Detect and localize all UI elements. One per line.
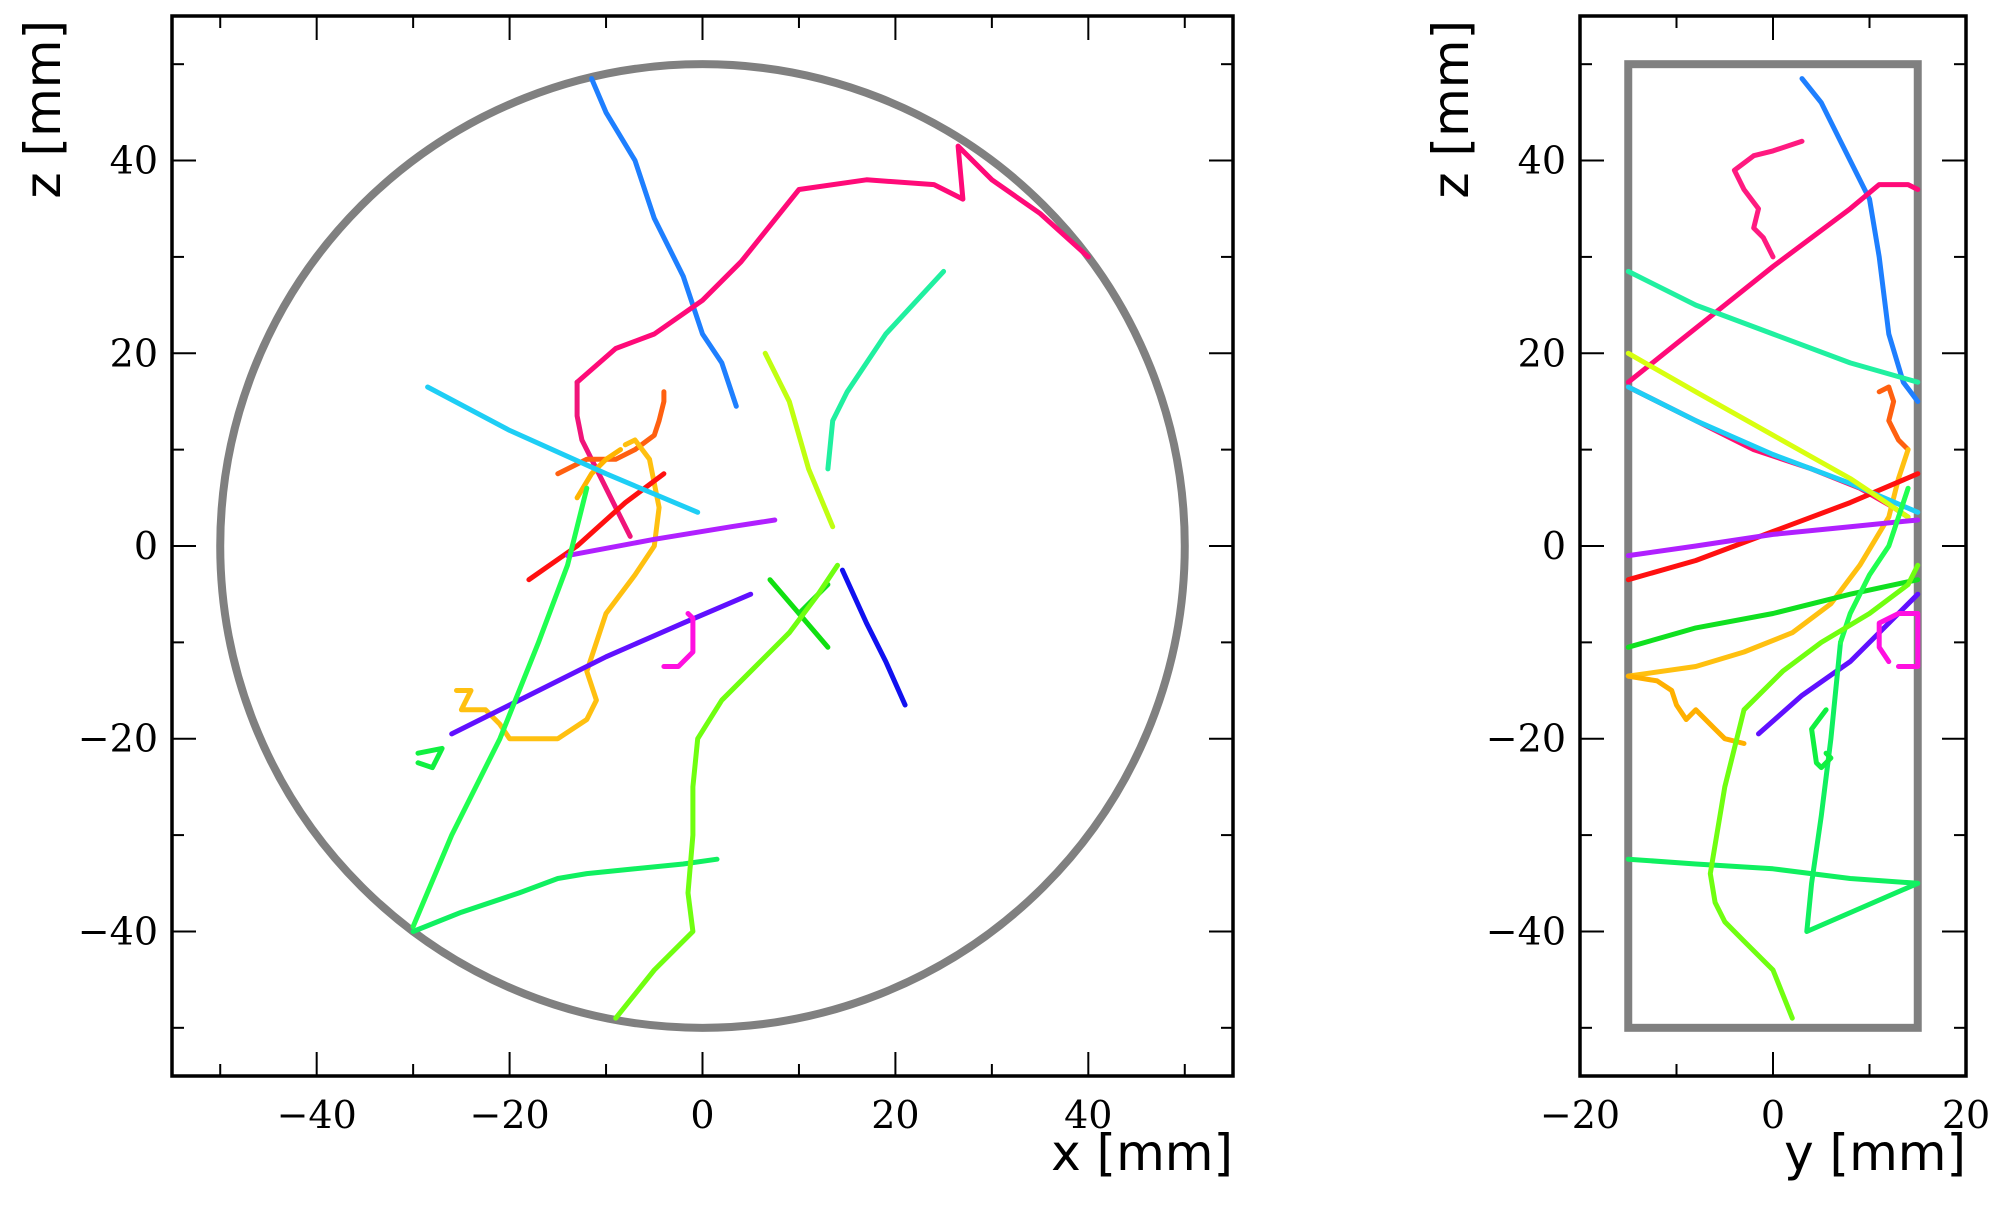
xz-ytick-label: 20	[110, 331, 158, 375]
yz-ytick-label: 20	[1518, 331, 1566, 375]
yz-xtick-label: −20	[1540, 1093, 1620, 1137]
yz-track-14	[1625, 268, 1921, 385]
yz-xtick-label: 0	[1761, 1093, 1785, 1137]
xz-track-10	[661, 611, 696, 669]
xz-track-3	[555, 389, 667, 477]
yz-track-0	[1799, 76, 1921, 404]
xz-track-15	[825, 268, 947, 472]
xz-track-5	[574, 447, 623, 501]
xz-xtick-label: 20	[871, 1093, 919, 1137]
yz-ytick-label: −40	[1486, 909, 1566, 953]
yz-track-16	[1838, 485, 1911, 645]
xz-xtick-label: −20	[469, 1093, 549, 1137]
xz-track-9	[449, 591, 754, 737]
yz-track-12	[1876, 611, 1921, 669]
xz-track-17	[410, 485, 590, 930]
xz-track-11	[839, 567, 908, 708]
xz-tracks	[410, 76, 1091, 1021]
xz-track-0	[589, 76, 739, 409]
yz-detector-box	[1624, 60, 1922, 1032]
xz-track-14	[762, 350, 836, 530]
xz-xtick-label: 0	[690, 1093, 714, 1137]
yz-track-17	[1809, 707, 1834, 771]
yz-track-9	[1625, 350, 1911, 520]
xz-ytick-label: −40	[78, 909, 158, 953]
yz-track-15	[1625, 639, 1921, 934]
yz-ytick-label: 40	[1518, 139, 1566, 183]
yz-track-1	[1625, 182, 1921, 385]
yz-xaxis-label: y [mm]	[1784, 1124, 1966, 1182]
xz-axes-frame	[170, 14, 1235, 1078]
yz-track-6	[1625, 673, 1747, 746]
yz-panel: −20 0 20 −40 −20 0 20 40 y [mm] z [mm]	[1422, 14, 1990, 1182]
yz-tracks	[1625, 76, 1921, 1021]
yz-axes-frame	[1578, 14, 1968, 1078]
xz-ytick-label: 0	[134, 524, 158, 568]
yz-ytick-label: −20	[1486, 717, 1566, 761]
xz-track-7	[425, 384, 701, 515]
xz-ytick-label: −20	[78, 717, 158, 761]
yz-track-13	[1625, 577, 1921, 650]
xz-track-8	[565, 517, 778, 559]
xz-track-4	[454, 437, 662, 742]
yz-ytick-label: 0	[1542, 524, 1566, 568]
xz-xtick-label: 40	[1064, 1093, 1112, 1137]
xz-track-16	[410, 856, 720, 934]
yz-xtick-label: 20	[1942, 1093, 1990, 1137]
yz-track-5	[1625, 447, 1911, 679]
yz-track-2	[1731, 138, 1805, 260]
xz-track-19	[613, 562, 840, 1021]
xz-xtick-label: −40	[277, 1093, 357, 1137]
yz-track-10	[1625, 517, 1921, 559]
xz-detector-circle	[216, 60, 1189, 1032]
xz-track-18	[415, 745, 445, 771]
xz-yaxis-label: z [mm]	[14, 20, 72, 199]
xz-track-1	[574, 143, 1091, 385]
xz-xaxis-label: x [mm]	[1051, 1124, 1233, 1182]
yz-yaxis-label: z [mm]	[1422, 20, 1480, 199]
yz-track-4	[1876, 384, 1911, 453]
xz-ytick-label: 40	[110, 139, 158, 183]
yz-track-18	[1707, 562, 1921, 1021]
